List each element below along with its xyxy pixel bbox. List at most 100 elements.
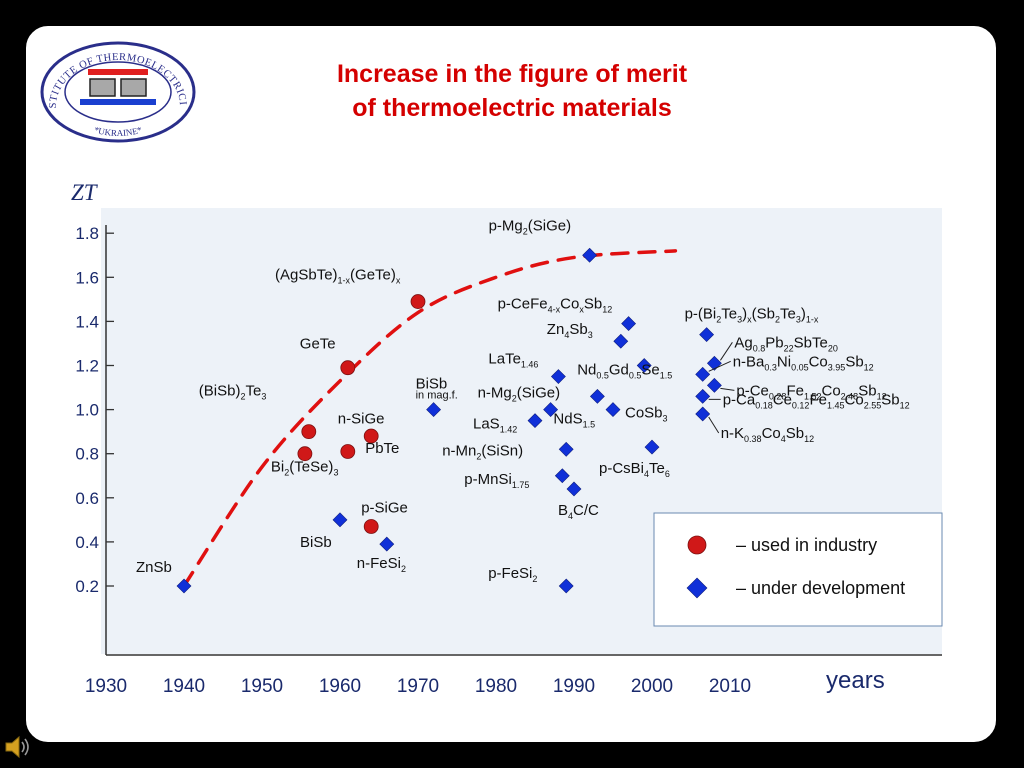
legend-development-label: – under development [736,578,905,598]
data-point-industry [340,444,356,459]
x-tick-label: 1990 [553,676,595,697]
data-point-development [558,441,574,457]
data-point-development [644,439,660,455]
data-point-development [426,402,442,418]
y-tick-label: 0.6 [75,489,99,508]
y-tick-label: 1.6 [75,268,99,287]
data-point-development [613,333,629,349]
point-label: n-SiGe [338,410,385,427]
point-label: Nd0.5Gd0.5Se1.5 [577,362,672,381]
y-tick-label: 1.0 [75,401,99,420]
y-tick-label: 0.4 [75,533,99,552]
data-point-development [176,578,192,594]
point-label: CoSb3 [625,405,668,424]
data-point-development [379,536,395,552]
point-label: p-(Bi2Te3)x(Sb2Te3)1-x [685,306,819,325]
point-label: p-FeSi2 [488,565,537,584]
point-label: (AgSbTe)1-x(GeTe)x [275,267,401,286]
data-point-industry [340,360,356,376]
point-label: p-SiGe [361,499,408,516]
x-tick-label: 1930 [85,676,127,697]
logo-gray-block-right [120,78,147,97]
y-tick-label: 1.8 [75,224,99,243]
x-tick-label: 2000 [631,676,673,697]
data-point-industry [410,294,426,309]
speaker-icon[interactable] [2,732,32,762]
data-point-development [605,402,621,418]
data-point-development [554,468,570,484]
x-tick-label: 1950 [241,676,283,697]
point-label: NdS1.5 [553,410,595,429]
point-label: LaS1.42 [473,416,517,435]
data-point-development [589,388,605,404]
point-label: B4C/C [558,502,599,521]
legend: – used in industry – under development [653,512,943,627]
data-point-development [332,512,348,528]
page-number: 11 [998,746,1016,765]
logo-bottom-text: *UKRAINE* [93,124,144,138]
point-label: Zn4Sb3 [547,321,593,340]
label-leader-line [708,416,720,434]
x-tick-label: 1960 [319,676,361,697]
legend-box [653,512,943,627]
data-point-industry [297,446,313,462]
point-label: Bi2(TeSe)3 [271,459,339,478]
legend-industry-label: – used in industry [736,535,877,555]
y-tick-label: 1.4 [75,312,99,331]
data-point-development [566,481,582,497]
logo-gray-block-left [89,78,116,97]
point-label: BiSb [300,534,332,551]
data-point-development [695,388,711,404]
point-label: ZnSb [136,559,172,576]
institute-logo: INSTITUTE OF THERMOELECTRICITY *UKRAINE* [38,40,196,143]
point-label-sub: in mag.f. [416,390,458,402]
point-label: n-FeSi2 [357,555,406,574]
y-axis-title: ZT [71,180,99,205]
y-tick-label: 0.8 [75,445,99,464]
trend-line [182,249,678,588]
data-point-development [550,369,566,384]
x-tick-label: 1980 [475,676,517,697]
data-point-industry [363,428,379,444]
data-point-development [543,402,559,418]
point-label: p-CsBi4Te6 [599,460,670,479]
point-label: p-Ca0.18Ce0.12Fe1.45Co2.55Sb12 [723,391,910,410]
point-label: PbTe [365,440,399,457]
point-label: n-Ba0.3Ni0.05Co3.95Sb12 [733,353,874,372]
x-axis-title: years [826,667,885,694]
point-label: LaTe1.46 [488,351,538,370]
point-label: n-Mg2(SiGe) [478,385,561,404]
data-point-development [699,327,715,343]
x-tick-label: 1970 [397,676,439,697]
x-tick-label: 2010 [709,676,751,697]
data-point-development [558,578,574,594]
point-label: n-Mn2(SiSn) [442,442,523,461]
y-tick-label: 1.2 [75,357,99,376]
point-label: p-Mg2(SiGe) [489,217,572,236]
point-label: GeTe [300,336,336,353]
title-line-2: of thermoelectric materials [352,94,672,122]
legend-development-marker [686,577,708,599]
x-tick-label: 1940 [163,676,205,697]
point-label: p-CeFe4-xCoxSb12 [498,296,613,315]
point-label: BiSb [416,376,448,393]
label-leader-line [720,387,735,391]
data-point-development [636,358,652,373]
logo-red-bar [88,69,148,75]
label-leader-line [708,360,731,372]
data-point-development [695,366,711,382]
data-point-industry [301,424,317,440]
data-point-development [527,413,543,429]
data-point-industry [363,519,379,534]
legend-industry-marker [687,535,707,555]
data-point-development [621,316,637,332]
data-point-development [706,377,722,393]
point-label: p-Ce0.28Fe1.52Co2.48Sb12 [736,382,886,401]
slide-title: Increase in the figure of merit of therm… [0,57,1024,125]
point-label: (BiSb)2Te3 [199,383,267,402]
logo-blue-bar-right [118,99,156,105]
point-label: n-K0.38Co4Sb12 [721,425,814,444]
point-label: p-MnSi1.75 [464,471,529,490]
y-tick-label: 0.2 [75,577,99,596]
logo-blue-bar-left [80,99,118,105]
